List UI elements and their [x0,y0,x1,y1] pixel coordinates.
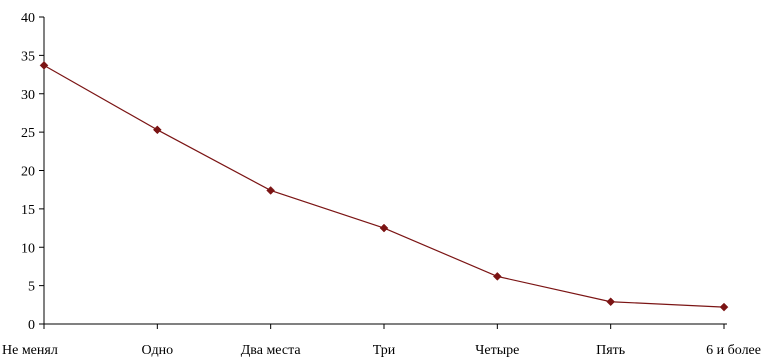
y-tick-label: 20 [21,165,35,180]
plot-area: 0 5 10 15 20 25 30 35 40 Не менял Одно Два места Тр… [2,11,761,358]
y-tick-label: 15 [21,203,35,218]
data-point-marker [39,60,49,70]
x-tick-label: Не менял [2,343,58,358]
x-tick-label: Пять [596,343,625,358]
data-point-marker [492,272,502,281]
y-tick-label: 25 [21,126,35,141]
x-tick-label: Четыре [475,343,519,358]
series-line [43,64,725,308]
data-point-marker [266,186,276,195]
x-tick-label: 6 и более [706,343,761,358]
series-layer [39,60,729,312]
x-tick-label: Три [373,343,396,358]
y-tick-label: 40 [21,11,35,26]
y-tick-label: 30 [21,88,35,103]
y-tick-label: 35 [21,49,35,64]
y-tick-label: 10 [21,241,35,256]
y-tick-label: 0 [28,318,35,333]
y-axis-ticks: 0 5 10 15 20 25 30 35 40 [21,11,44,333]
data-point-marker [719,302,729,312]
data-point-marker [606,297,616,307]
x-tick-label: Одно [142,343,174,358]
x-tick-label: Два места [241,343,302,358]
data-point-marker [152,125,162,135]
y-tick-label: 5 [28,280,35,295]
x-axis-ticks: Не менял Одно Два места Три Четыре Пять 6 и бо… [2,324,761,358]
data-point-marker [379,223,389,233]
